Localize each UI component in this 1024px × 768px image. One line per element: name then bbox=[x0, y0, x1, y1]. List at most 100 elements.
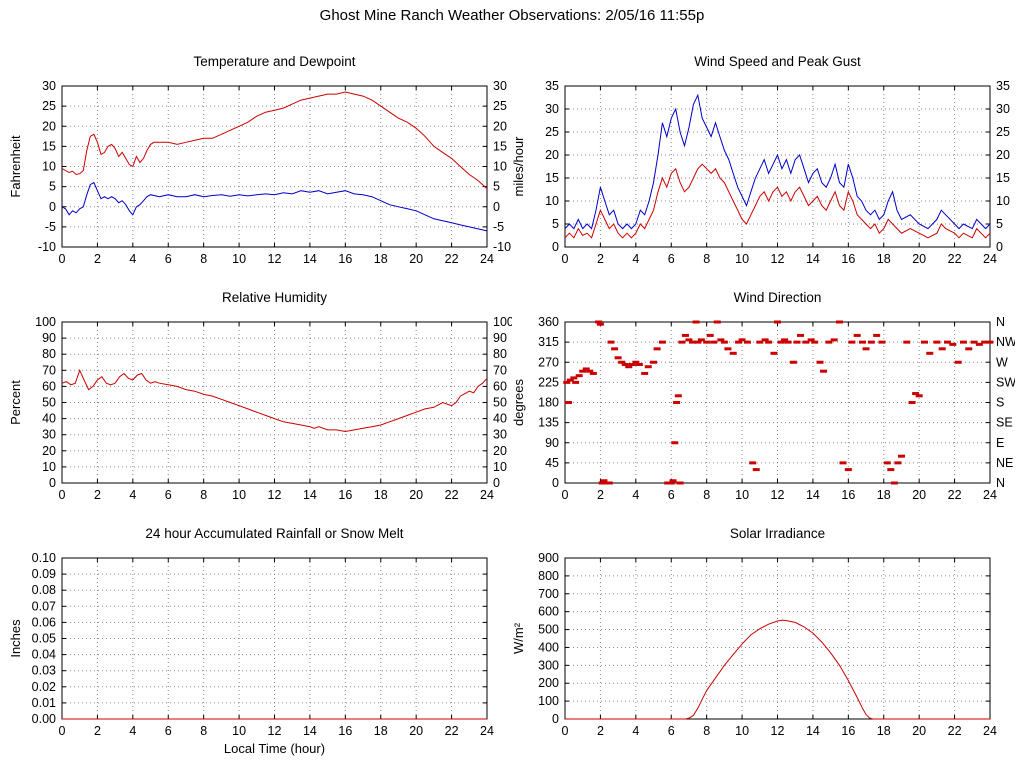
x-tick-label: 8 bbox=[200, 724, 207, 738]
x-tick-label: 16 bbox=[338, 488, 352, 502]
y-tick-label: 180 bbox=[538, 396, 559, 410]
x-tick-label: 12 bbox=[771, 724, 785, 738]
y-tick-label: 40 bbox=[42, 412, 56, 426]
y-tick-label: -10 bbox=[38, 240, 56, 254]
y-tick-label: 360 bbox=[538, 315, 559, 329]
y-tick-label: 600 bbox=[538, 605, 559, 619]
x-tick-label: 24 bbox=[983, 488, 997, 502]
y-tick-label-right: 60 bbox=[493, 379, 507, 393]
x-tick-label: 22 bbox=[445, 252, 459, 266]
y-tick-label-right: 5 bbox=[996, 217, 1003, 231]
y-tick-label-right: 0 bbox=[493, 476, 500, 490]
x-tick-label: 10 bbox=[735, 488, 749, 502]
y-tick-label: 5 bbox=[49, 180, 56, 194]
x-tick-label: 22 bbox=[445, 488, 459, 502]
y-tick-label-right: 30 bbox=[996, 102, 1010, 116]
x-tick-label: 0 bbox=[59, 252, 66, 266]
x-tick-label: 16 bbox=[338, 252, 352, 266]
y-tick-label: 500 bbox=[538, 623, 559, 637]
x-tick-label: 6 bbox=[165, 488, 172, 502]
y-tick-label: 135 bbox=[538, 416, 559, 430]
y-tick-label-right: 70 bbox=[493, 363, 507, 377]
y-tick-label-right: -5 bbox=[493, 220, 504, 234]
y-tick-label: 200 bbox=[538, 676, 559, 690]
y-tick-label-right: 30 bbox=[493, 428, 507, 442]
y-tick-label: 0.03 bbox=[32, 664, 56, 678]
y-tick-label: 10 bbox=[545, 194, 559, 208]
y-tick-label-right: 50 bbox=[493, 396, 507, 410]
y-axis-label: Inches bbox=[8, 619, 23, 658]
x-tick-label: 12 bbox=[268, 488, 282, 502]
y-tick-label: 100 bbox=[35, 315, 56, 329]
chart-title: Wind Speed and Peak Gust bbox=[694, 54, 861, 69]
y-tick-label-right: SE bbox=[996, 416, 1013, 430]
y-tick-label-right: 100 bbox=[493, 315, 512, 329]
y-tick-label-right: 20 bbox=[493, 119, 507, 133]
x-tick-label: 8 bbox=[703, 488, 710, 502]
y-tick-label-right: N bbox=[996, 315, 1005, 329]
x-tick-label: 16 bbox=[841, 724, 855, 738]
y-tick-label: 5 bbox=[552, 217, 559, 231]
x-tick-label: 6 bbox=[668, 252, 675, 266]
x-tick-label: 12 bbox=[268, 252, 282, 266]
y-tick-label: 35 bbox=[545, 79, 559, 93]
x-tick-label: 4 bbox=[632, 488, 639, 502]
x-tick-label: 10 bbox=[735, 252, 749, 266]
x-tick-label: 14 bbox=[806, 252, 820, 266]
x-tick-label: 24 bbox=[480, 488, 494, 502]
y-tick-label: 30 bbox=[545, 102, 559, 116]
y-tick-label-right: 90 bbox=[493, 331, 507, 345]
y-tick-label: 0.01 bbox=[32, 696, 56, 710]
y-axis-label: miles/hour bbox=[511, 136, 526, 197]
y-tick-label-right: 0 bbox=[996, 240, 1003, 254]
x-tick-label: 4 bbox=[129, 724, 136, 738]
series-temperature bbox=[61, 91, 488, 189]
chart-temperature-dewpoint: Temperature and Dewpoint 0 2 4 6 8 10 12 14 16 18… bbox=[0, 50, 512, 296]
x-tick-label: 10 bbox=[232, 724, 246, 738]
x-tick-label: 2 bbox=[597, 488, 604, 502]
x-tick-label: 6 bbox=[165, 724, 172, 738]
y-tick-label: 60 bbox=[42, 379, 56, 393]
y-tick-label-right: NE bbox=[996, 456, 1013, 470]
x-tick-label: 12 bbox=[771, 488, 785, 502]
series-wind-direction bbox=[563, 320, 994, 485]
x-tick-label: 24 bbox=[480, 252, 494, 266]
y-tick-label: 50 bbox=[42, 396, 56, 410]
plot-frame bbox=[564, 557, 991, 720]
y-tick-label: 45 bbox=[545, 456, 559, 470]
chart-rainfall: 24 hour Accumulated Rainfall or Snow Mel… bbox=[0, 522, 512, 768]
y-tick-label-right: N bbox=[996, 476, 1005, 490]
y-tick-label: -5 bbox=[45, 220, 56, 234]
y-tick-label: 400 bbox=[538, 640, 559, 654]
x-tick-label: 18 bbox=[877, 252, 891, 266]
y-tick-label-right: 10 bbox=[493, 160, 507, 174]
y-tick-label: 270 bbox=[538, 355, 559, 369]
y-axis-label: Percent bbox=[8, 380, 23, 425]
y-tick-label: 700 bbox=[538, 587, 559, 601]
y-tick-label-right: 15 bbox=[996, 171, 1010, 185]
y-tick-label: 0 bbox=[552, 476, 559, 490]
chart-wind-speed-gust: Wind Speed and Peak Gust 0 2 4 6 8 10 12 14 16 18… bbox=[503, 50, 1015, 296]
x-tick-label: 6 bbox=[668, 488, 675, 502]
x-tick-label: 4 bbox=[632, 252, 639, 266]
y-tick-label: 800 bbox=[538, 569, 559, 583]
x-tick-label: 16 bbox=[841, 488, 855, 502]
y-tick-label: 0 bbox=[552, 712, 559, 726]
x-tick-label: 20 bbox=[912, 252, 926, 266]
chart-title: Solar Irradiance bbox=[729, 526, 826, 541]
y-tick-label-right: W bbox=[996, 355, 1008, 369]
y-tick-label: 30 bbox=[42, 428, 56, 442]
y-tick-label: 315 bbox=[538, 335, 559, 349]
x-tick-label: 24 bbox=[983, 252, 997, 266]
y-tick-label: 0 bbox=[552, 240, 559, 254]
x-tick-label: 20 bbox=[409, 724, 423, 738]
y-tick-label: 10 bbox=[42, 460, 56, 474]
y-tick-label-right: 15 bbox=[493, 139, 507, 153]
y-tick-label: 0.05 bbox=[32, 632, 56, 646]
y-tick-label: 0.07 bbox=[32, 599, 56, 613]
chart-solar-irradiance: Solar Irradiance 0 2 4 6 8 10 12 14 16 18 20 22 24 0 1… bbox=[503, 522, 1015, 768]
y-tick-label-right: E bbox=[996, 436, 1004, 450]
